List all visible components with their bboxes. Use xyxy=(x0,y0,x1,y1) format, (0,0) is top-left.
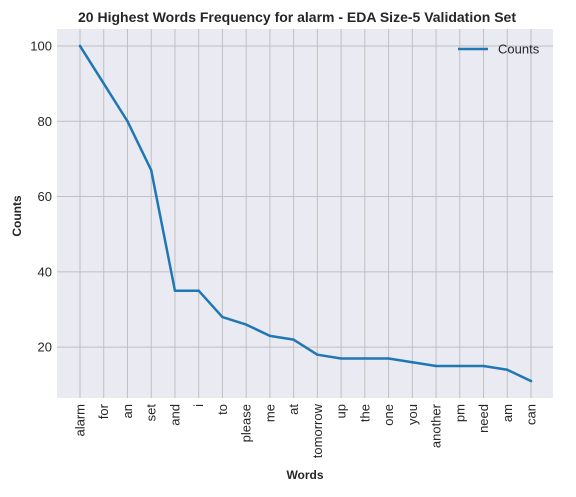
x-tick-label: can xyxy=(524,404,539,425)
y-tick-label: 60 xyxy=(38,189,52,204)
x-tick-label: please xyxy=(239,404,254,442)
data-point xyxy=(292,338,295,341)
x-tick-label: pm xyxy=(452,404,467,422)
y-tick-labels: 20 40 60 80 100 xyxy=(30,38,52,354)
x-tick-label: me xyxy=(262,404,277,422)
data-point xyxy=(102,82,105,85)
data-point xyxy=(244,323,248,326)
y-tick-label: 80 xyxy=(38,114,52,129)
data-point xyxy=(126,120,129,123)
x-tick-label: set xyxy=(144,404,159,422)
x-tick-label: up xyxy=(334,404,349,418)
y-tick-label: 20 xyxy=(38,340,52,355)
series-layer xyxy=(78,44,533,383)
data-point xyxy=(458,364,461,368)
data-point xyxy=(482,364,485,368)
x-tick-labels: alarm for an set and i to please me at tomorrow up t… xyxy=(73,403,539,458)
x-tick-label: an xyxy=(120,404,135,418)
data-point xyxy=(78,44,82,48)
x-tick-label: am xyxy=(500,404,515,422)
x-tick-label: one xyxy=(381,404,396,426)
x-tick-label: to xyxy=(215,404,230,415)
data-point xyxy=(434,364,438,368)
data-point xyxy=(411,361,414,364)
data-point xyxy=(363,357,367,360)
x-tick-label: tomorrow xyxy=(310,403,325,458)
x-tick-label: you xyxy=(405,404,420,425)
data-point xyxy=(506,368,509,371)
data-point xyxy=(316,353,319,356)
grid-layer xyxy=(57,29,553,398)
y-axis-label: Counts xyxy=(10,195,24,237)
x-tick-label: i xyxy=(191,404,206,407)
data-point xyxy=(529,379,533,383)
x-tick-label: and xyxy=(167,404,182,426)
x-tick-label: the xyxy=(357,404,372,422)
x-tick-label: for xyxy=(96,403,111,419)
x-tick-label: another xyxy=(429,403,444,448)
data-point xyxy=(339,357,343,360)
x-tick-label: alarm xyxy=(73,404,88,437)
data-point xyxy=(197,289,200,292)
x-axis-label: Words xyxy=(286,468,323,482)
x-tick-label: need xyxy=(476,404,491,433)
legend-label: Counts xyxy=(498,42,540,57)
data-point xyxy=(173,289,177,292)
legend: Counts xyxy=(458,42,540,57)
data-point xyxy=(387,357,390,360)
y-tick-label: 100 xyxy=(30,38,52,53)
x-tick-label: at xyxy=(286,404,301,415)
data-point xyxy=(221,315,224,319)
data-point xyxy=(150,168,153,172)
chart-title: 20 Highest Words Frequency for alarm - E… xyxy=(78,9,516,25)
series-line-counts xyxy=(78,44,533,383)
data-point xyxy=(268,334,272,338)
y-tick-label: 40 xyxy=(38,264,52,279)
plot-area xyxy=(57,29,553,398)
